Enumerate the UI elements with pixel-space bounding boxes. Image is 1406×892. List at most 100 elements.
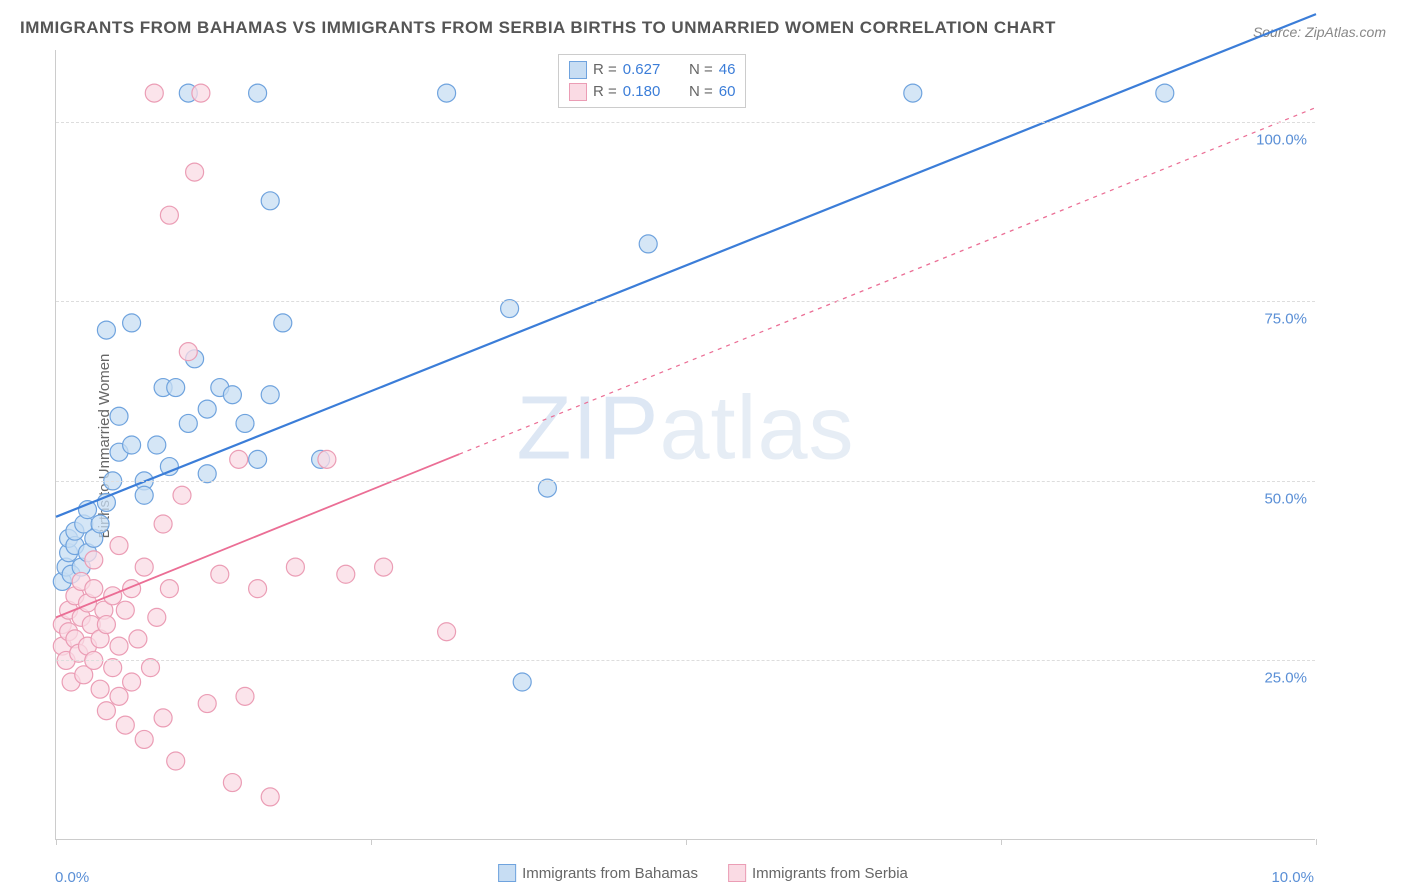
data-point-bahamas (160, 458, 178, 476)
data-point-serbia (249, 580, 267, 598)
data-point-serbia (337, 565, 355, 583)
data-point-serbia (261, 788, 279, 806)
data-point-serbia (85, 580, 103, 598)
data-point-serbia (148, 608, 166, 626)
data-point-bahamas (261, 386, 279, 404)
x-tick-max: 10.0% (1271, 869, 1314, 886)
data-point-bahamas (639, 235, 657, 253)
data-point-bahamas (223, 386, 241, 404)
data-point-serbia (110, 537, 128, 555)
legend-swatch (728, 864, 746, 882)
data-point-serbia (173, 486, 191, 504)
data-point-bahamas (236, 414, 254, 432)
x-tick (1316, 839, 1317, 845)
legend-n-value: 60 (719, 81, 736, 103)
data-point-serbia (186, 163, 204, 181)
data-point-serbia (375, 558, 393, 576)
data-point-bahamas (123, 436, 141, 454)
legend-item: Immigrants from Bahamas (498, 864, 698, 882)
data-point-serbia (135, 730, 153, 748)
legend-swatch (569, 83, 587, 101)
series-legend: Immigrants from Bahamas Immigrants from S… (498, 864, 908, 882)
x-tick (371, 839, 372, 845)
data-point-serbia (286, 558, 304, 576)
data-point-bahamas (91, 515, 109, 533)
x-tick (56, 839, 57, 845)
correlation-legend: R = 0.627 N = 46 R = 0.180 N = 60 (558, 54, 746, 108)
y-tick-label: 25.0% (1264, 670, 1307, 687)
data-point-serbia (104, 587, 122, 605)
legend-r-value: 0.180 (623, 81, 661, 103)
data-point-bahamas (148, 436, 166, 454)
data-point-bahamas (249, 84, 267, 102)
legend-n-value: 46 (719, 59, 736, 81)
data-point-bahamas (198, 400, 216, 418)
data-point-serbia (160, 206, 178, 224)
gridline-h (56, 481, 1315, 482)
data-point-serbia (198, 695, 216, 713)
legend-row: R = 0.627 N = 46 (569, 59, 735, 81)
data-point-serbia (230, 450, 248, 468)
data-point-bahamas (123, 314, 141, 332)
data-point-serbia (211, 565, 229, 583)
legend-item: Immigrants from Serbia (728, 864, 908, 882)
data-point-serbia (116, 601, 134, 619)
data-point-serbia (167, 752, 185, 770)
data-point-bahamas (1156, 84, 1174, 102)
data-point-bahamas (167, 379, 185, 397)
data-point-serbia (116, 716, 134, 734)
legend-swatch (569, 61, 587, 79)
data-point-serbia (85, 551, 103, 569)
data-point-bahamas (261, 192, 279, 210)
data-point-serbia (145, 84, 163, 102)
data-point-serbia (129, 630, 147, 648)
y-tick-label: 75.0% (1264, 311, 1307, 328)
legend-r-label: R = (593, 81, 617, 103)
legend-swatch (498, 864, 516, 882)
data-point-bahamas (97, 321, 115, 339)
data-point-serbia (438, 623, 456, 641)
chart-title: IMMIGRANTS FROM BAHAMAS VS IMMIGRANTS FR… (20, 18, 1056, 38)
x-tick-min: 0.0% (55, 869, 89, 886)
data-point-serbia (236, 687, 254, 705)
legend-label: Immigrants from Bahamas (522, 865, 698, 882)
trendline-ext-serbia (459, 107, 1316, 454)
data-point-serbia (179, 343, 197, 361)
data-point-bahamas (274, 314, 292, 332)
x-tick (686, 839, 687, 845)
data-point-serbia (223, 774, 241, 792)
legend-n-label: N = (689, 81, 713, 103)
legend-n-label: N = (689, 59, 713, 81)
data-point-serbia (318, 450, 336, 468)
gridline-h (56, 660, 1315, 661)
data-point-serbia (154, 515, 172, 533)
data-point-serbia (154, 709, 172, 727)
data-point-bahamas (110, 407, 128, 425)
data-point-bahamas (438, 84, 456, 102)
data-point-serbia (160, 580, 178, 598)
chart-svg (56, 50, 1315, 839)
legend-r-label: R = (593, 59, 617, 81)
data-point-bahamas (249, 450, 267, 468)
gridline-h (56, 122, 1315, 123)
plot-area: ZIPatlas 25.0%50.0%75.0%100.0% (55, 50, 1315, 840)
data-point-serbia (135, 558, 153, 576)
y-tick-label: 100.0% (1256, 131, 1307, 148)
data-point-serbia (110, 637, 128, 655)
data-point-bahamas (904, 84, 922, 102)
data-point-serbia (192, 84, 210, 102)
data-point-bahamas (513, 673, 531, 691)
data-point-serbia (97, 616, 115, 634)
legend-row: R = 0.180 N = 60 (569, 81, 735, 103)
data-point-serbia (123, 673, 141, 691)
y-tick-label: 50.0% (1264, 490, 1307, 507)
legend-label: Immigrants from Serbia (752, 865, 908, 882)
x-tick (1001, 839, 1002, 845)
legend-r-value: 0.627 (623, 59, 661, 81)
data-point-serbia (110, 687, 128, 705)
gridline-h (56, 301, 1315, 302)
data-point-serbia (91, 680, 109, 698)
data-point-bahamas (179, 414, 197, 432)
data-point-serbia (97, 702, 115, 720)
data-point-bahamas (135, 486, 153, 504)
